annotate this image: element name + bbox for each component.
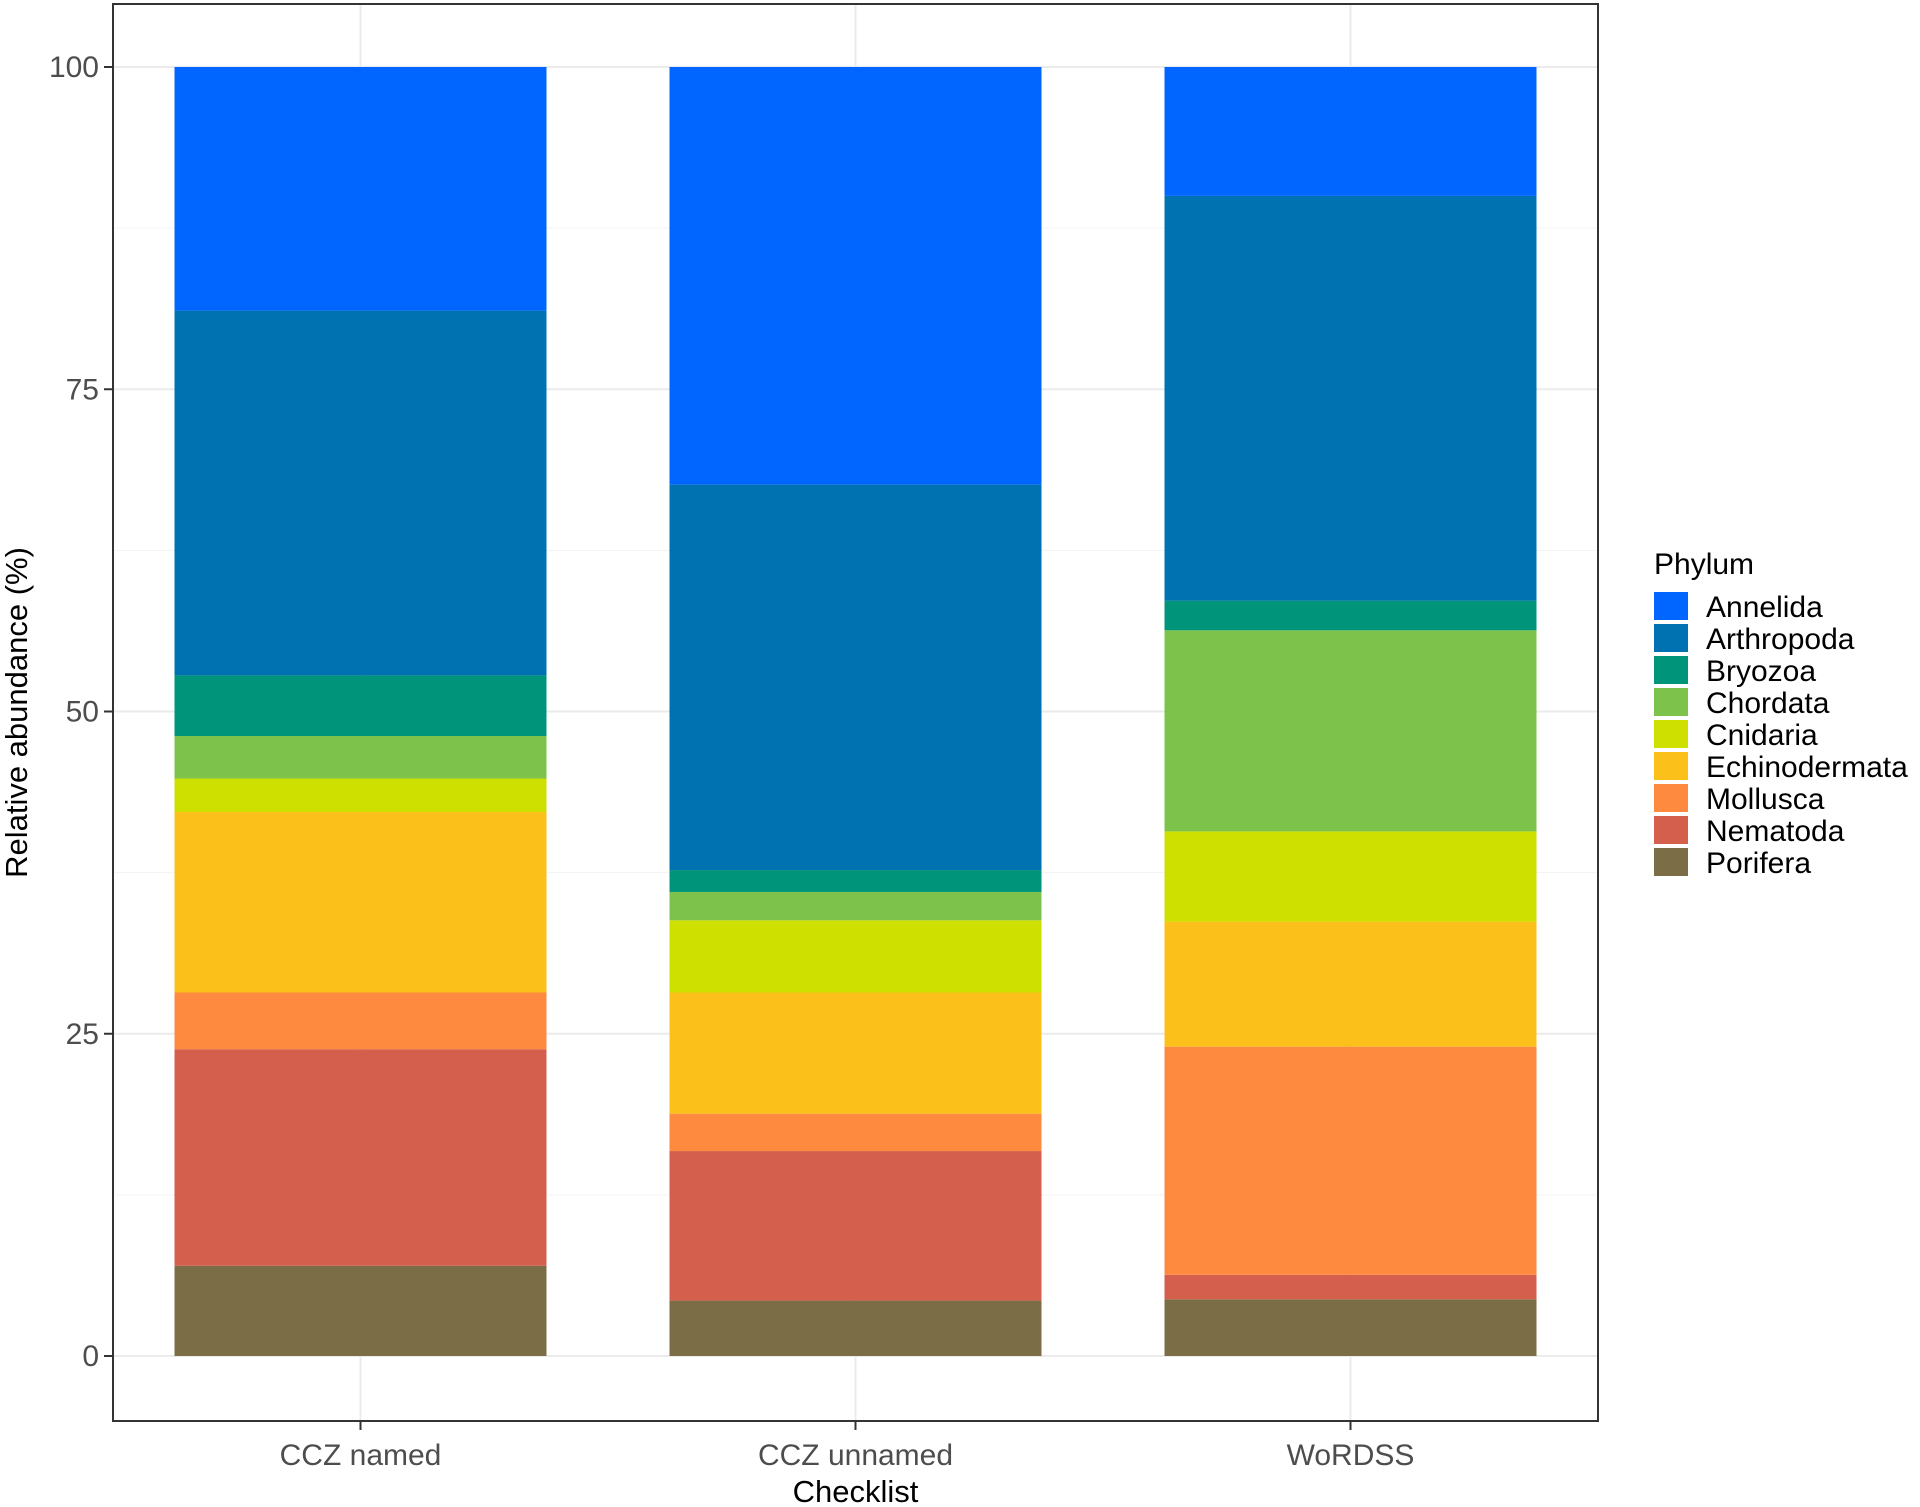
bar-segment-echinodermata bbox=[1164, 921, 1537, 1047]
x-tick-label: CCZ named bbox=[280, 1439, 442, 1472]
legend-label: Bryozoa bbox=[1706, 655, 1816, 688]
legend-label: Arthropoda bbox=[1706, 623, 1855, 656]
legend-item-porifera: Porifera bbox=[1654, 847, 1811, 880]
legend-swatch bbox=[1654, 688, 1688, 716]
bar-segment-chordata bbox=[174, 735, 547, 779]
bar-segment-arthropoda bbox=[669, 484, 1042, 871]
bar-stack bbox=[669, 67, 1042, 1356]
legend-label: Echinodermata bbox=[1706, 751, 1908, 784]
legend-item-echinodermata: Echinodermata bbox=[1654, 751, 1908, 784]
bar-segment-bryozoa bbox=[174, 675, 547, 736]
legend-swatch bbox=[1654, 848, 1688, 876]
legend-label: Annelida bbox=[1706, 591, 1823, 624]
bar-segment-chordata bbox=[669, 891, 1042, 921]
bar-segment-nematoda bbox=[669, 1151, 1042, 1301]
y-axis: 0 25 50 75 100 bbox=[49, 51, 113, 1373]
x-axis: CCZ named CCZ unnamed WoRDSS bbox=[280, 1421, 1415, 1472]
legend-label: Cnidaria bbox=[1706, 719, 1818, 752]
bar-segment-porifera bbox=[174, 1265, 547, 1356]
bar-segment-mollusca bbox=[1164, 1046, 1537, 1275]
bar-segment-annelida bbox=[669, 67, 1042, 485]
legend-swatch bbox=[1654, 816, 1688, 844]
x-tick-label: WoRDSS bbox=[1287, 1439, 1415, 1472]
legend-item-mollusca: Mollusca bbox=[1654, 783, 1825, 816]
legend-item-nematoda: Nematoda bbox=[1654, 815, 1845, 848]
bar-segment-echinodermata bbox=[174, 812, 547, 993]
bar-segment-arthropoda bbox=[174, 310, 547, 676]
y-axis-title: Relative abundance (%) bbox=[0, 547, 34, 878]
y-tick-label: 0 bbox=[82, 1340, 99, 1373]
legend-swatch bbox=[1654, 592, 1688, 620]
bar-segment-annelida bbox=[174, 67, 547, 311]
bar-segment-cnidaria bbox=[669, 920, 1042, 993]
y-tick-label: 75 bbox=[66, 373, 99, 406]
legend-swatch bbox=[1654, 656, 1688, 684]
bar-stacks bbox=[174, 67, 1537, 1356]
legend-swatch bbox=[1654, 784, 1688, 812]
bar-segment-chordata bbox=[1164, 630, 1537, 832]
legend-label: Mollusca bbox=[1706, 783, 1825, 816]
bar-segment-cnidaria bbox=[1164, 831, 1537, 922]
bar-segment-nematoda bbox=[1164, 1274, 1537, 1300]
legend-label: Nematoda bbox=[1706, 815, 1845, 848]
bar-segment-arthropoda bbox=[1164, 195, 1537, 601]
y-tick-label: 50 bbox=[66, 696, 99, 729]
bar-segment-mollusca bbox=[174, 992, 547, 1050]
legend-label: Chordata bbox=[1706, 687, 1830, 720]
y-tick-label: 100 bbox=[49, 51, 99, 84]
x-tick-label: CCZ unnamed bbox=[758, 1439, 953, 1472]
legend-item-bryozoa: Bryozoa bbox=[1654, 655, 1816, 688]
bar-segment-annelida bbox=[1164, 67, 1537, 196]
bar-segment-porifera bbox=[1164, 1299, 1537, 1356]
legend-label: Porifera bbox=[1706, 847, 1811, 880]
legend-item-cnidaria: Cnidaria bbox=[1654, 719, 1818, 752]
bar-segment-bryozoa bbox=[1164, 600, 1537, 631]
bar-segment-bryozoa bbox=[669, 870, 1042, 892]
bar-segment-cnidaria bbox=[174, 778, 547, 813]
bar-segment-mollusca bbox=[669, 1113, 1042, 1152]
bar-segment-nematoda bbox=[174, 1049, 547, 1266]
bar-stack bbox=[1164, 67, 1537, 1356]
legend-swatch bbox=[1654, 752, 1688, 780]
bar-segment-porifera bbox=[669, 1300, 1042, 1356]
y-tick-label: 25 bbox=[66, 1018, 99, 1051]
legend-title: Phylum bbox=[1654, 548, 1754, 581]
legend-item-arthropoda: Arthropoda bbox=[1654, 623, 1855, 656]
legend-swatch bbox=[1654, 624, 1688, 652]
legend-item-chordata: Chordata bbox=[1654, 687, 1830, 720]
legend-swatch bbox=[1654, 720, 1688, 748]
bar-segment-echinodermata bbox=[669, 992, 1042, 1114]
bar-stack bbox=[174, 67, 547, 1356]
legend-item-annelida: Annelida bbox=[1654, 591, 1823, 624]
legend: Phylum AnnelidaArthropodaBryozoaChordata… bbox=[1654, 548, 1908, 880]
x-axis-title: Checklist bbox=[793, 1474, 919, 1507]
